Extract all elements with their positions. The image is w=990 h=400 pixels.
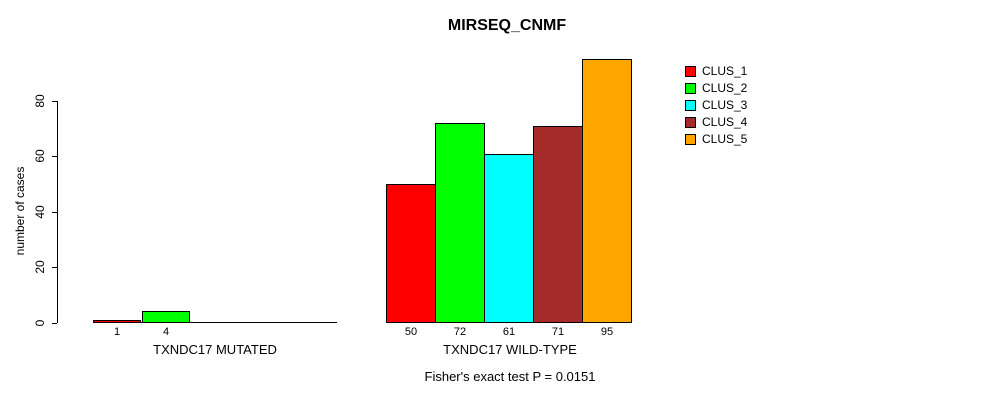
y-tick-label: 20	[33, 260, 47, 274]
bar-value-label: 72	[453, 326, 467, 338]
bar-CLUS_2	[435, 123, 485, 323]
bar-value-label: 4	[162, 326, 170, 338]
bar-CLUS_1	[386, 184, 436, 323]
legend-label: CLUS_3	[702, 98, 748, 112]
legend-swatch-CLUS_2	[685, 83, 696, 94]
legend-swatch-CLUS_3	[685, 100, 696, 111]
group-label: TXNDC17 WILD-TYPE	[443, 342, 577, 357]
legend-label: CLUS_1	[702, 64, 748, 78]
bar-CLUS_5	[582, 59, 632, 323]
legend-label: CLUS_4	[702, 115, 748, 129]
legend-label: CLUS_2	[702, 81, 748, 95]
y-tick-mark	[52, 156, 57, 158]
fisher-test-annotation: Fisher's exact test P = 0.0151	[424, 369, 596, 384]
group-label: TXNDC17 MUTATED	[153, 342, 277, 357]
bar-value-label: 1	[113, 326, 121, 338]
y-axis-line	[57, 101, 58, 323]
bar-value-label: 95	[600, 326, 614, 338]
bar-value-label: 71	[551, 326, 565, 338]
y-tick-mark	[52, 322, 57, 324]
bar-CLUS_3	[484, 153, 534, 323]
y-tick-label: 0	[33, 319, 47, 326]
legend-swatch-CLUS_5	[685, 134, 696, 145]
legend-label: CLUS_5	[702, 132, 748, 146]
bar-CLUS_2	[142, 311, 190, 323]
bar-CLUS_4	[533, 125, 583, 323]
chart-title: MIRSEQ_CNMF	[447, 17, 567, 34]
bar-CLUS_1	[93, 319, 141, 323]
y-tick-mark	[52, 101, 57, 102]
x-axis-line	[93, 322, 337, 323]
y-tick-label: 60	[33, 149, 47, 164]
legend-swatch-CLUS_4	[685, 117, 696, 128]
y-tick-mark	[52, 211, 57, 213]
y-tick-label: 40	[33, 205, 47, 219]
bar-value-label: 50	[404, 326, 418, 338]
bar-value-label: 61	[502, 326, 516, 338]
y-tick-mark	[52, 267, 57, 269]
y-axis-label: number of cases	[13, 166, 27, 256]
legend-swatch-CLUS_1	[685, 66, 696, 77]
y-tick-label: 80	[33, 94, 47, 108]
